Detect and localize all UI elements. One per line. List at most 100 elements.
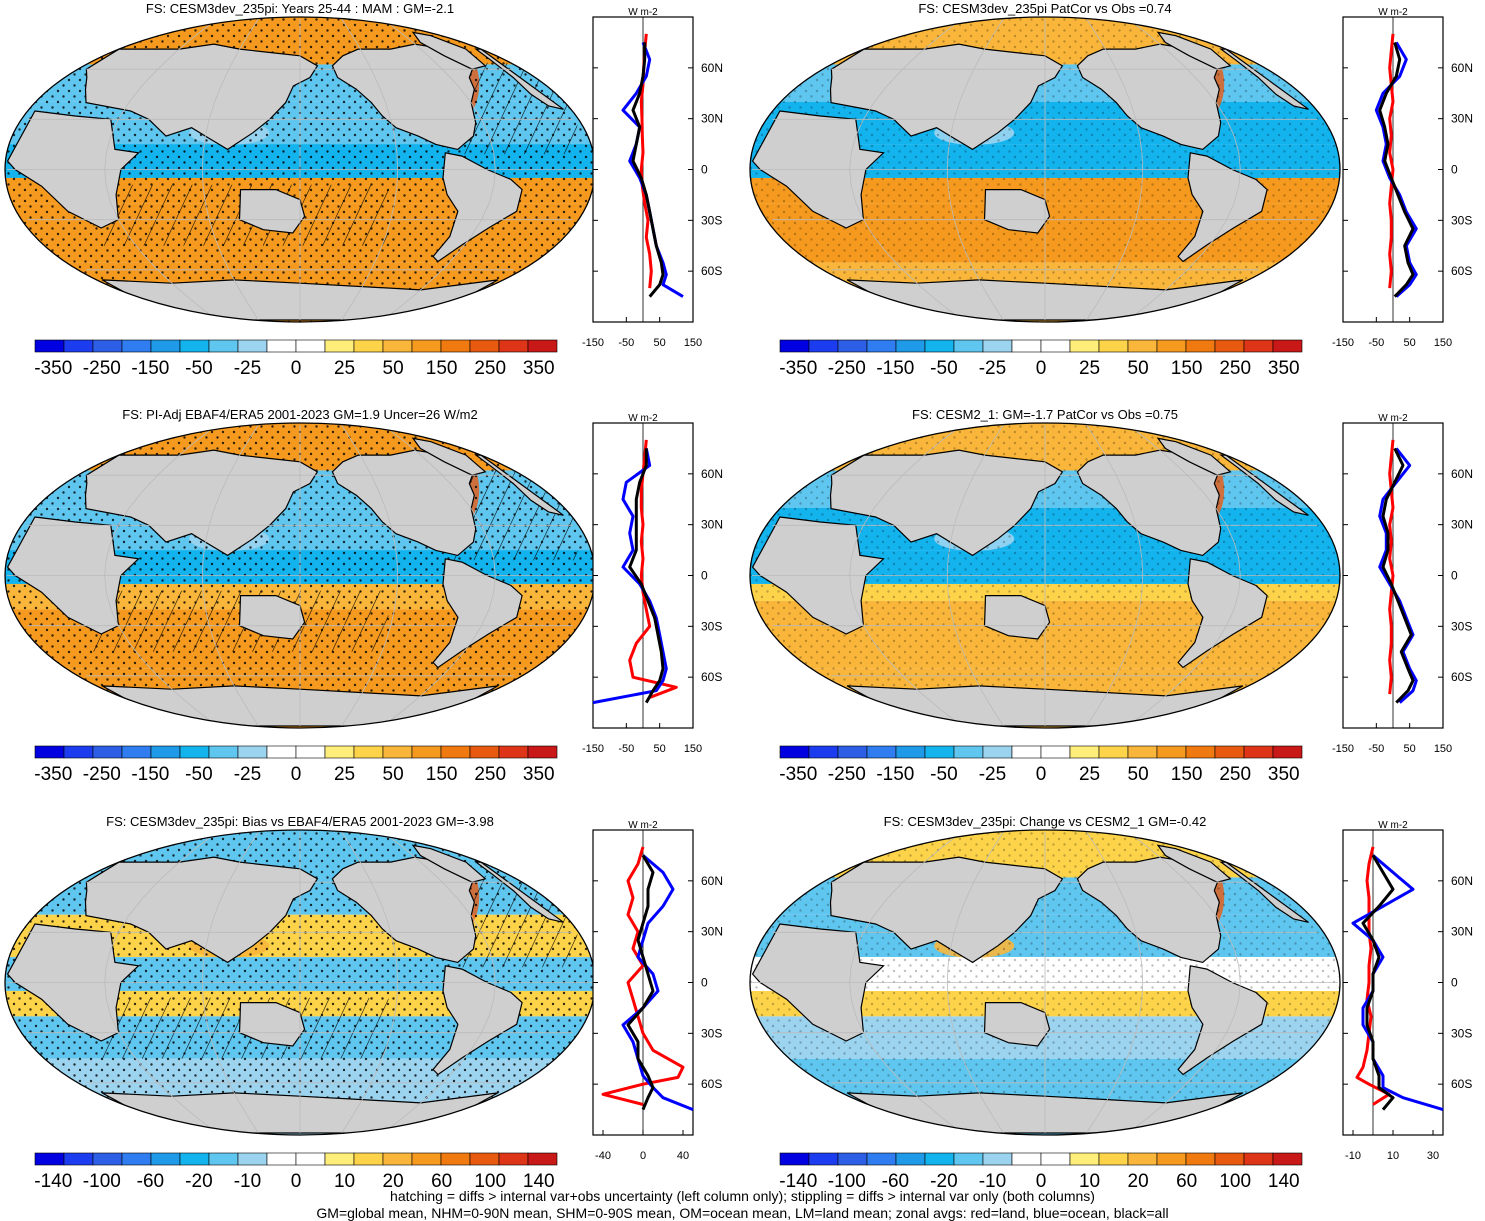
zonal-lat-label: 60N — [1451, 874, 1473, 888]
map — [750, 17, 1340, 322]
land-eurasia — [829, 856, 1064, 964]
colorbar-swatch — [92, 1152, 123, 1166]
colorbar-swatch — [527, 339, 558, 353]
colorbar-label: 250 — [474, 358, 506, 379]
colorbar-label: -150 — [131, 358, 169, 379]
land-greenland — [411, 437, 487, 476]
colorbar-swatch — [1069, 339, 1100, 353]
zonal-x-label: 50 — [654, 743, 666, 755]
map — [5, 830, 595, 1135]
colorbar-swatch — [1185, 1152, 1216, 1166]
colorbar-swatch — [1127, 1152, 1158, 1166]
colorbar-label: -150 — [876, 358, 914, 379]
colorbar-label: 60 — [1176, 1171, 1197, 1192]
colorbar-swatch — [924, 1152, 955, 1166]
colorbar-swatch — [1069, 745, 1100, 759]
map — [750, 830, 1340, 1135]
colorbar-swatch — [92, 745, 123, 759]
colorbar-swatch — [92, 339, 123, 353]
zonal-lat-label: 30N — [1451, 925, 1473, 939]
zonal-lat-label: 60S — [1451, 1077, 1472, 1091]
colorbar-swatch — [1243, 1152, 1274, 1166]
panel-4: FS: CESM2_1: GM=-1.7 PatCor vs Obs =0.75… — [749, 407, 1473, 785]
zonal-line-land — [1388, 33, 1395, 289]
colorbar-swatch — [179, 339, 210, 353]
colorbar-swatch — [1156, 339, 1187, 353]
colorbar-label: -20 — [185, 1171, 212, 1192]
graticule-lon — [946, 424, 1004, 727]
graticule-lon — [201, 18, 259, 321]
colorbar-label: -350 — [779, 358, 817, 379]
colorbar-label: -50 — [185, 764, 212, 785]
map-outline — [749, 16, 1341, 323]
colorbar-swatch — [179, 1152, 210, 1166]
zonal-line-land — [628, 439, 678, 699]
zonal-line-all — [1381, 447, 1415, 704]
zonal-lat-label: 0 — [1451, 569, 1458, 583]
land-eurasia — [84, 449, 319, 557]
zonal-lat-label: 60N — [701, 874, 723, 888]
colorbar-label: 25 — [1079, 358, 1100, 379]
land-eurasia — [829, 449, 1064, 557]
colorbar-label: 140 — [523, 1171, 555, 1192]
map — [5, 17, 595, 322]
colorbar-swatch — [324, 339, 355, 353]
colorbar-label: -250 — [828, 764, 866, 785]
zonal-lat-label: 30S — [1451, 213, 1472, 227]
land-greenland — [411, 844, 487, 883]
colorbar-swatch — [808, 745, 839, 759]
colorbar-label: -100 — [828, 1171, 866, 1192]
colorbar-swatch — [34, 1152, 65, 1166]
colorbar-swatch — [1214, 745, 1245, 759]
colorbar-swatch — [1156, 745, 1187, 759]
graticule-lon — [946, 831, 1004, 1134]
zonal-lat-label: 60N — [1451, 61, 1473, 75]
colorbar-label: 350 — [1268, 358, 1300, 379]
colorbar-swatch — [469, 339, 500, 353]
colorbar-swatch — [353, 745, 384, 759]
colorbar-swatch — [150, 339, 181, 353]
graticule-lon — [1086, 424, 1144, 727]
colorbar-label: 10 — [1079, 1171, 1100, 1192]
zonal-lat-label: 30N — [1451, 112, 1473, 126]
colorbar-swatch — [411, 745, 442, 759]
colorbar-swatch — [469, 1152, 500, 1166]
colorbar-swatch — [1156, 1152, 1187, 1166]
graticule-lon — [341, 424, 399, 727]
zonal-x-label: 40 — [677, 1150, 689, 1162]
colorbar-label: -10 — [234, 1171, 261, 1192]
colorbar-swatch — [779, 745, 810, 759]
zonal-unit: W m-2 — [1378, 413, 1408, 424]
colorbar-label: 50 — [1128, 764, 1149, 785]
graticule-lon — [382, 831, 496, 1134]
land-australia — [983, 189, 1051, 234]
colorbar-swatch — [982, 745, 1013, 759]
colorbar-swatch — [63, 339, 94, 353]
colorbar-label: -350 — [34, 764, 72, 785]
colorbar-swatch — [150, 745, 181, 759]
zonal-line-all — [626, 854, 655, 1111]
colorbar-swatch — [1243, 339, 1274, 353]
colorbar-swatch — [779, 339, 810, 353]
colorbar-label: -150 — [131, 764, 169, 785]
colorbar-swatch — [121, 339, 152, 353]
colorbar-label: 140 — [1268, 1171, 1300, 1192]
colorbar-swatch — [469, 745, 500, 759]
panel-6: FS: CESM3dev_235pi: Change vs CESM2_1 GM… — [749, 814, 1473, 1192]
graticule-lon — [201, 831, 259, 1134]
colorbar-swatch — [808, 339, 839, 353]
colorbar-label: 50 — [383, 764, 404, 785]
colorbar-swatch — [208, 745, 239, 759]
zonal-unit: W m-2 — [628, 413, 658, 424]
colorbar-swatch — [353, 1152, 384, 1166]
colorbar-swatch — [1040, 1152, 1071, 1166]
colorbar-swatch — [924, 339, 955, 353]
land-europe-west — [474, 454, 564, 516]
colorbar-label: 150 — [1171, 764, 1203, 785]
colorbar-label: -250 — [83, 764, 121, 785]
colorbar-label: 25 — [1079, 764, 1100, 785]
zonal-x-label: 150 — [684, 743, 702, 755]
panel-title: FS: PI-Adj EBAF4/ERA5 2001-2023 GM=1.9 U… — [122, 407, 478, 422]
zonal-frame — [1342, 829, 1444, 1136]
colorbar-label: 250 — [1219, 764, 1251, 785]
